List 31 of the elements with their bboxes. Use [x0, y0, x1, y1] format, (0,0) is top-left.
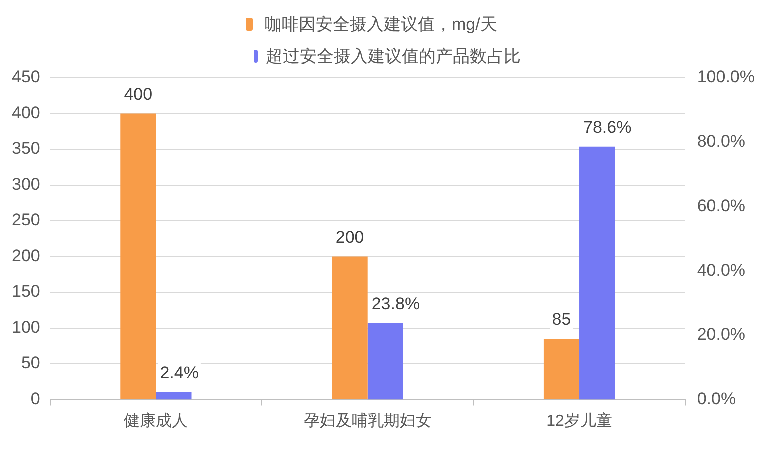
y-tick-label: 450: [12, 68, 40, 87]
bar: [580, 146, 616, 400]
data-label: 78.6%: [584, 118, 632, 138]
data-label: 2.4%: [160, 363, 199, 382]
y2-tick-label: 20.0%: [697, 325, 746, 344]
y2-tick-label: 80.0%: [697, 132, 746, 152]
data-label: 200: [336, 228, 364, 247]
y-tick-label: 100: [12, 318, 40, 337]
legend-label: 超过安全摄入建议值的产品数占比: [266, 46, 521, 68]
x-tick-label: 12岁儿童: [546, 412, 612, 430]
y-tick-label: 150: [12, 282, 40, 302]
bar: [544, 339, 580, 400]
y-tick-label: 350: [12, 139, 40, 158]
y-tick-label: 0: [30, 389, 40, 408]
legend-label: 咖啡因安全摄入建议值，mg/天: [265, 14, 498, 36]
y2-tick-label: 0.0%: [697, 389, 736, 408]
data-label: 400: [124, 84, 153, 104]
bar: [120, 114, 156, 400]
y-tick-label: 200: [12, 246, 40, 266]
y-tick-label: 300: [12, 174, 40, 194]
y-tick-label: 50: [21, 354, 40, 373]
y2-tick-label: 100.0%: [697, 68, 756, 87]
x-tick-label: 孕妇及哺乳期妇女: [304, 412, 432, 430]
y2-tick-label: 40.0%: [697, 260, 746, 280]
x-tick-label: 健康成人: [124, 412, 188, 430]
data-label: 23.8%: [372, 294, 420, 314]
data-label: 85: [552, 310, 572, 330]
y-tick-label: 250: [12, 210, 40, 230]
bar: [156, 392, 192, 400]
y2-tick-label: 60.0%: [697, 196, 746, 216]
y-tick-label: 400: [12, 103, 40, 122]
